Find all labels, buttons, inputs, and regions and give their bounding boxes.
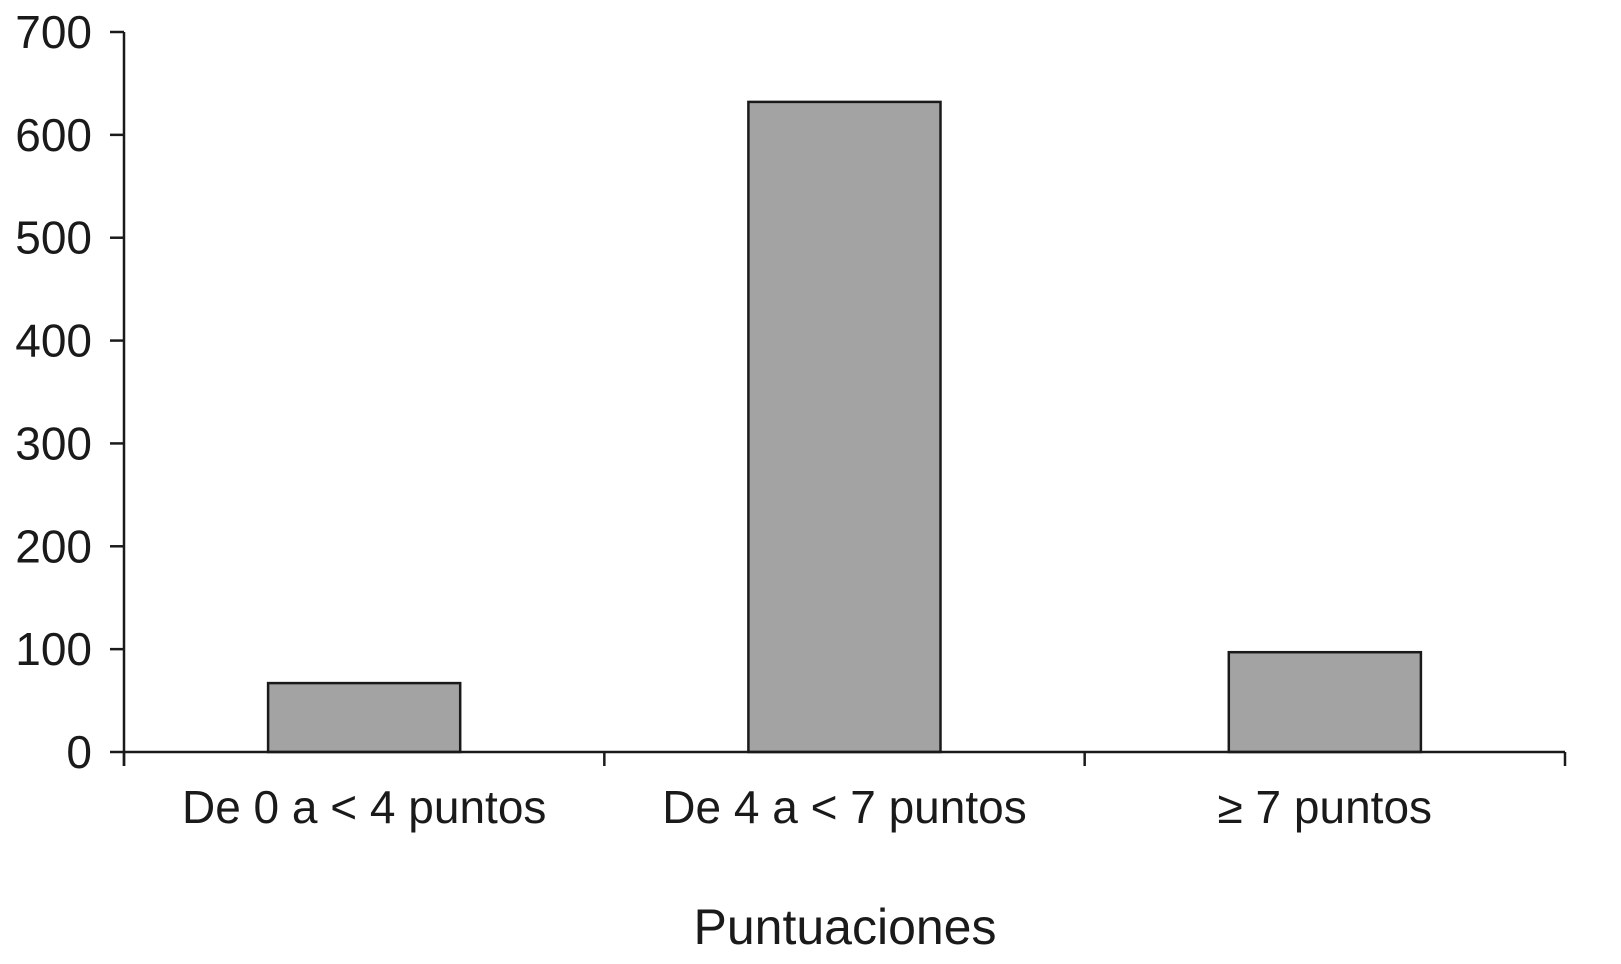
bar-3 — [1227, 650, 1423, 754]
y-tick-label-300: 300 — [15, 417, 92, 469]
y-tick-label-400: 400 — [15, 315, 92, 367]
y-tick-label-600: 600 — [15, 109, 92, 161]
x-category-label-1: De 0 a < 4 puntos — [182, 781, 546, 833]
bar-2 — [747, 100, 942, 754]
axes-layer — [110, 30, 1567, 766]
y-tick-label-500: 500 — [15, 212, 92, 264]
y-tick-label-700: 700 — [15, 6, 92, 58]
labels-layer: 0 100 200 300 400 500 600 700 De 0 a < 4 puntos D… — [15, 6, 1432, 833]
x-axis-title: Puntuaciones — [693, 899, 996, 955]
y-tick-label-0: 0 — [66, 726, 92, 778]
x-category-label-3: ≥ 7 puntos — [1218, 781, 1433, 833]
y-tick-label-100: 100 — [15, 623, 92, 675]
y-tick-label-200: 200 — [15, 520, 92, 572]
x-category-label-2: De 4 a < 7 puntos — [662, 781, 1026, 833]
bars-layer — [266, 100, 1423, 754]
bar-1 — [266, 681, 462, 754]
